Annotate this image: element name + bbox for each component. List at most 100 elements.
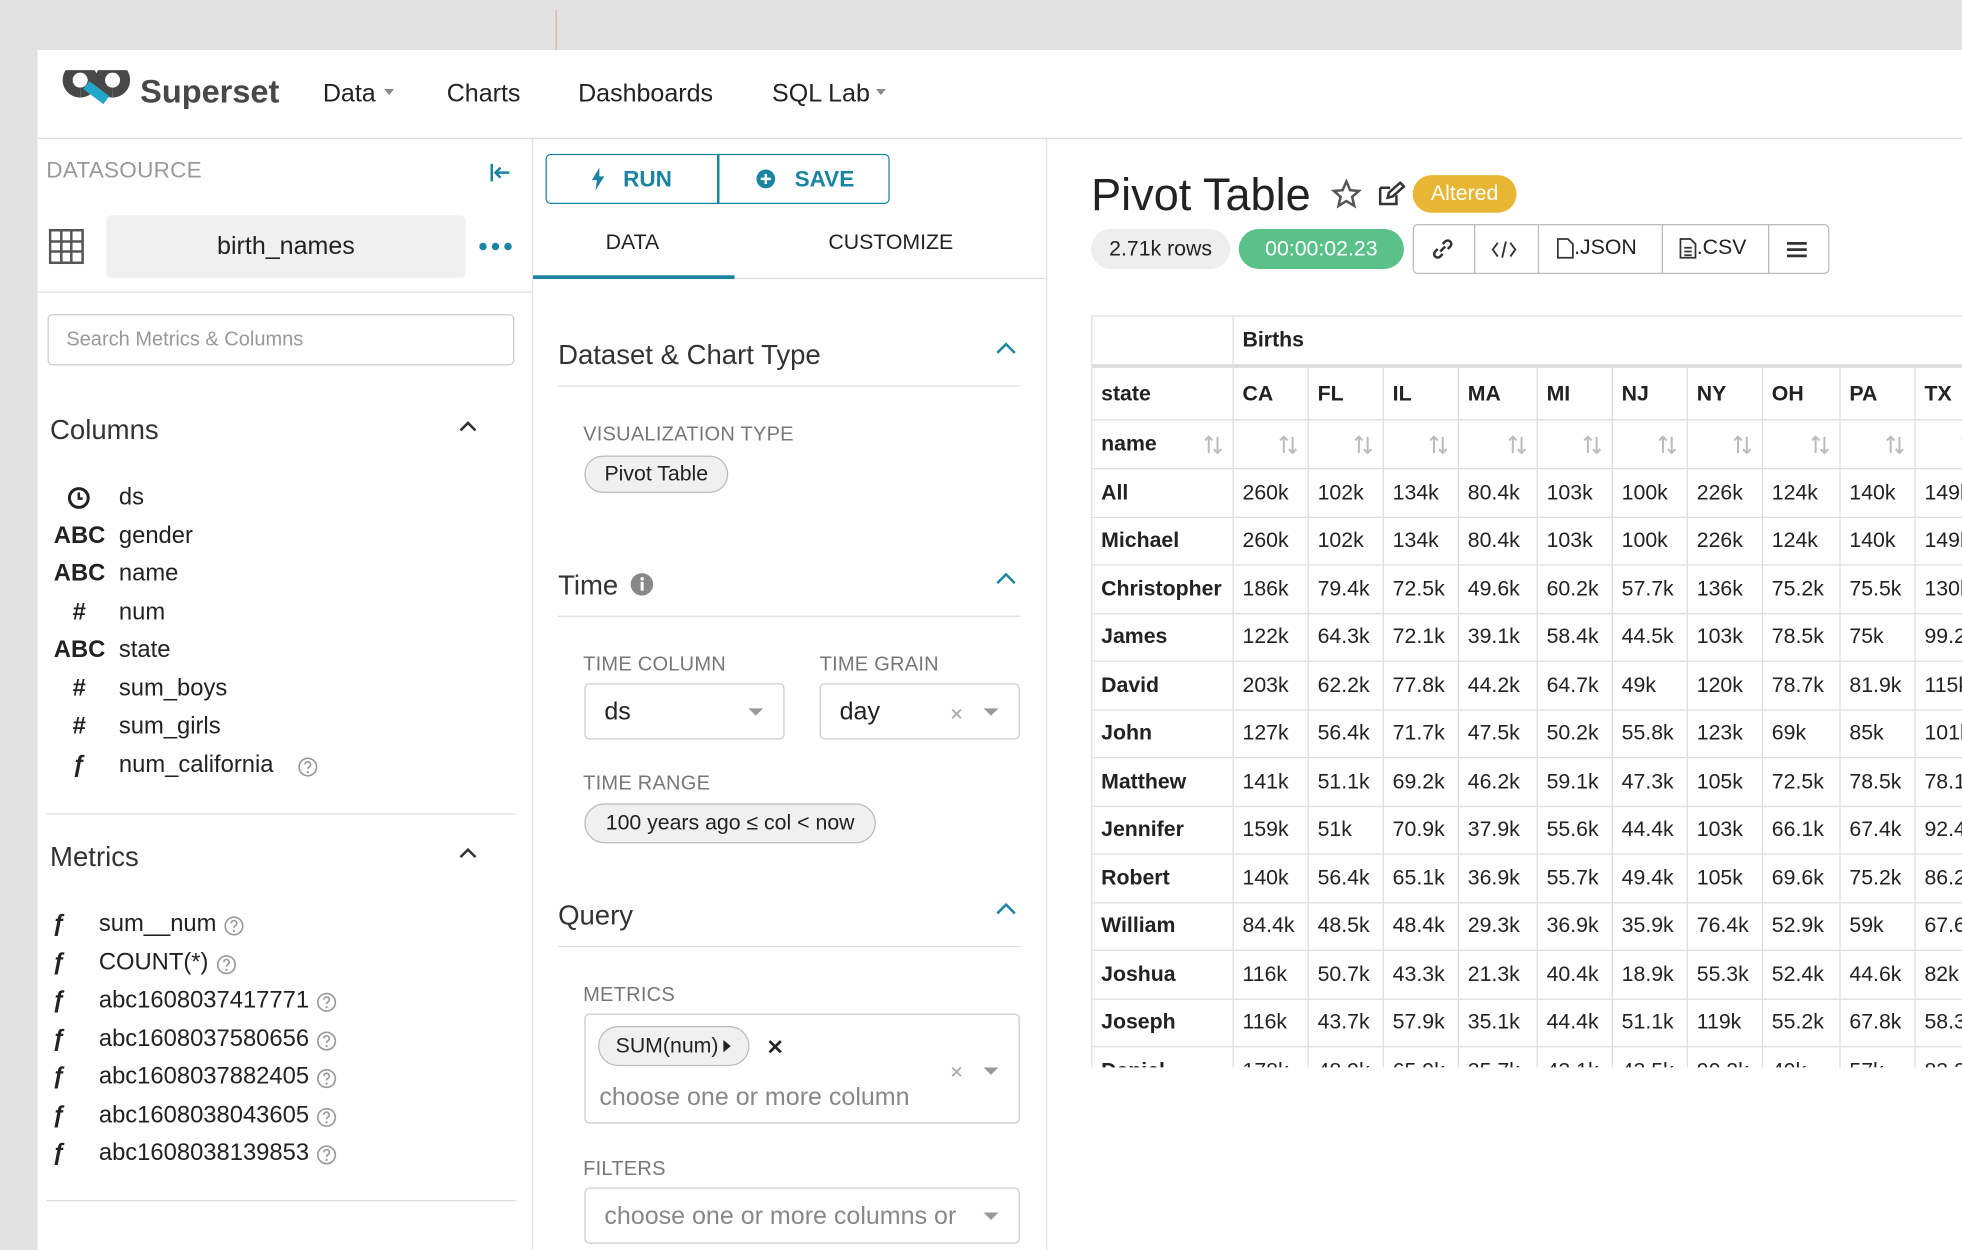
- clear-icon[interactable]: [951, 708, 962, 719]
- sort-icon[interactable]: [1279, 435, 1298, 455]
- edit-icon[interactable]: [1378, 181, 1406, 206]
- metric-name[interactable]: abc1608037882405: [98, 1063, 310, 1090]
- section-title[interactable]: Dataset & Chart Type: [558, 339, 821, 371]
- chevron[interactable]: [459, 847, 477, 859]
- type-icon: ƒ: [72, 751, 86, 778]
- section-title[interactable]: Query: [558, 899, 634, 931]
- cell: 65.1k: [1382, 853, 1459, 903]
- tab[interactable]: CUSTOMIZE: [828, 230, 954, 255]
- remove-icon[interactable]: [768, 1040, 782, 1054]
- star-icon[interactable]: [1331, 178, 1362, 209]
- column-name[interactable]: num: [118, 598, 166, 626]
- link-button[interactable]: [1431, 239, 1454, 259]
- cell: 105k: [1686, 853, 1764, 903]
- search-input[interactable]: Search Metrics & Columns: [47, 314, 515, 366]
- metrics-select[interactable]: SUM(num) choose one or more column: [584, 1013, 1020, 1124]
- time-grain-select[interactable]: day: [819, 683, 1020, 740]
- cell: 78.7k: [1761, 660, 1841, 711]
- divider: [716, 153, 719, 204]
- column-name[interactable]: name: [118, 560, 179, 587]
- cell: 49k: [1611, 660, 1688, 711]
- type-icon: ƒ: [52, 1139, 66, 1167]
- field-label: TIME RANGE: [583, 773, 711, 795]
- cell: 44.4k: [1536, 997, 1613, 1048]
- type-icon: ƒ: [52, 910, 66, 938]
- sort-icon[interactable]: [1429, 435, 1448, 455]
- metric-name[interactable]: COUNT(*): [98, 949, 209, 976]
- menu-item[interactable]: Dashboards: [578, 80, 714, 108]
- section-title[interactable]: Time: [558, 569, 619, 601]
- chevron[interactable]: [996, 342, 1016, 355]
- filters-select[interactable]: choose one or more columns or: [584, 1187, 1020, 1244]
- sort-icon[interactable]: [1811, 435, 1830, 455]
- viz-type[interactable]: Pivot Table: [584, 455, 729, 494]
- chevron[interactable]: [996, 572, 1016, 585]
- cell: 55.3k: [1686, 949, 1764, 1000]
- clear-icon[interactable]: [951, 1066, 962, 1077]
- time-column-select[interactable]: ds: [584, 683, 785, 740]
- sort-icon[interactable]: [1886, 435, 1905, 455]
- row-header: Michael: [1091, 516, 1234, 566]
- cell: 55.2k: [1761, 997, 1841, 1048]
- cell: 92.4k: [1914, 805, 1962, 855]
- dataset-icon: [48, 228, 84, 265]
- cell: 56.4k: [1307, 853, 1384, 903]
- header-row: state CA FL IL MA MI NJ NY OH PA TX: [1091, 365, 1962, 421]
- cell: 77.8k: [1382, 660, 1459, 711]
- embed-button[interactable]: [1491, 241, 1517, 258]
- sort-icon[interactable]: [1354, 435, 1373, 455]
- sort-icon[interactable]: [1658, 435, 1677, 455]
- cell: 44.5k: [1611, 612, 1688, 662]
- column-name[interactable]: gender: [118, 522, 193, 549]
- column-name[interactable]: sum_boys: [118, 675, 228, 702]
- menu-item[interactable]: Data: [322, 80, 376, 108]
- csv-button[interactable]: .CSV: [1696, 235, 1747, 260]
- help-icon: [317, 992, 337, 1012]
- cell: 82k: [1914, 949, 1962, 1000]
- cell: 140k: [1839, 467, 1916, 518]
- menu-item[interactable]: Charts: [446, 80, 521, 108]
- metric-name[interactable]: abc1608037580656: [98, 1025, 310, 1052]
- sort-icon[interactable]: [1583, 435, 1602, 455]
- type-icon: ABC: [53, 560, 106, 587]
- sort-icon[interactable]: [1204, 435, 1223, 455]
- data-row: James 122k 64.3k 72.1k 39.1k 58.4k 44.5k 103k 78…: [1091, 612, 1962, 662]
- menu-item[interactable]: SQL Lab: [772, 80, 870, 108]
- metric-name[interactable]: sum__num: [98, 910, 217, 938]
- brand[interactable]: Superset: [140, 72, 280, 111]
- chevron[interactable]: [459, 420, 477, 432]
- sort-cell: [1382, 419, 1459, 470]
- sort-cell: [1307, 419, 1384, 470]
- column-name[interactable]: ds: [118, 484, 144, 511]
- cell: 186k: [1232, 564, 1309, 614]
- caret: [983, 1067, 999, 1075]
- metric-tag[interactable]: SUM(num): [598, 1026, 750, 1067]
- collapse-icon[interactable]: [489, 163, 512, 183]
- column-name[interactable]: num_california: [118, 751, 274, 778]
- row-header: Jennifer: [1091, 805, 1234, 855]
- cell: 37.9k: [1457, 805, 1538, 855]
- field-label: FILTERS: [583, 1158, 666, 1180]
- metric-name[interactable]: abc1608038043605: [98, 1101, 310, 1129]
- tab[interactable]: DATA: [605, 230, 660, 255]
- time-range[interactable]: 100 years ago ≤ col < now: [584, 803, 876, 844]
- column-name[interactable]: state: [118, 636, 171, 664]
- metric-name[interactable]: abc1608038139853: [98, 1139, 310, 1167]
- column-name[interactable]: sum_girls: [118, 713, 221, 740]
- cell: 56.4k: [1307, 708, 1384, 759]
- cell: 124k: [1761, 516, 1841, 566]
- sort-icon[interactable]: [1508, 435, 1527, 455]
- row-header: David: [1091, 660, 1234, 711]
- sort-icon[interactable]: [1733, 435, 1752, 455]
- json-button[interactable]: .JSON: [1574, 235, 1637, 260]
- run-button[interactable]: RUN: [623, 166, 672, 192]
- more-icon[interactable]: [478, 241, 513, 251]
- metric-name[interactable]: abc1608037417771: [98, 987, 310, 1014]
- menu-button[interactable]: [1786, 241, 1807, 258]
- chevron[interactable]: [996, 902, 1016, 915]
- save-button[interactable]: SAVE: [794, 166, 855, 192]
- cell: 141k: [1232, 757, 1309, 807]
- app: Superset Data Charts Dashboards SQL Lab …: [37, 50, 1962, 1250]
- dataset-name[interactable]: birth_names: [106, 215, 466, 278]
